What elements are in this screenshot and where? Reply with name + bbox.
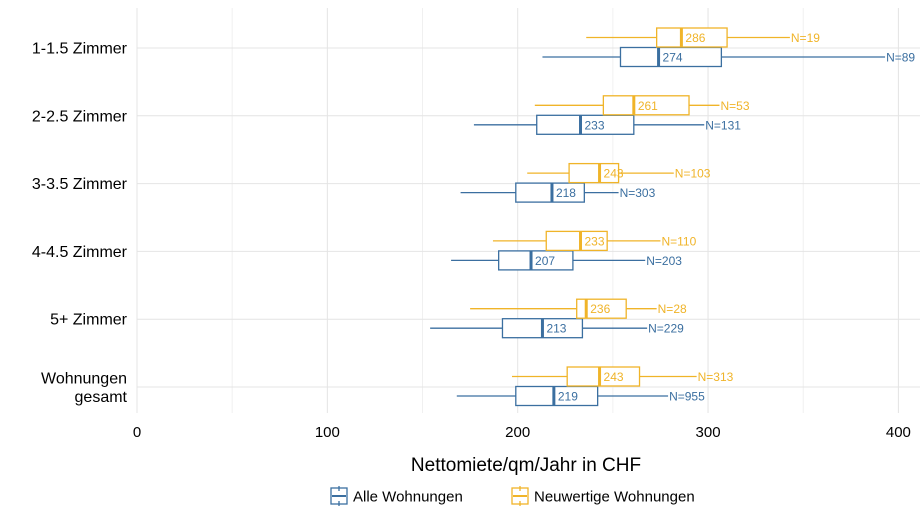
n-label: N=19: [791, 31, 820, 45]
box-iqr: [566, 366, 641, 387]
n-label: N=110: [661, 234, 696, 248]
box-iqr: [536, 114, 635, 135]
category-label: 5+ Zimmer: [50, 312, 128, 329]
n-label: N=303: [620, 186, 656, 200]
n-label: N=103: [675, 167, 711, 181]
plot-background: [137, 8, 920, 413]
legend-item-neuwertige: Neuwertige Wohnungen: [511, 486, 695, 506]
box-neuwertige: [534, 95, 720, 116]
box-alle: [460, 182, 619, 203]
median-label: 286: [685, 31, 705, 45]
n-label: N=203: [646, 254, 682, 268]
category-label-line: 5+ Zimmer: [50, 312, 128, 329]
category-label-line: 3-3.5 Zimmer: [32, 176, 128, 193]
category-label-line: 1-1.5 Zimmer: [32, 41, 128, 58]
box-iqr: [515, 385, 599, 407]
category-label: 1-1.5 Zimmer: [32, 41, 128, 58]
median-label: 233: [585, 118, 605, 132]
n-label: N=89: [886, 51, 915, 65]
box-neuwertige: [527, 162, 674, 184]
n-label: N=229: [648, 322, 684, 336]
median-label: 218: [556, 186, 576, 200]
label-layer: 274 N=89 233 N=131 218 N=303 207 N=203 213 N=229 2…: [535, 31, 915, 404]
category-label-line: gesamt: [75, 389, 128, 406]
median-label: 219: [558, 390, 578, 404]
box-iqr: [545, 230, 608, 252]
box-alle: [451, 250, 646, 271]
box-iqr: [498, 250, 574, 271]
category-label-line: Wohnungen: [41, 370, 127, 387]
legend-label: Alle Wohnungen: [353, 489, 463, 506]
category-label: 4-4.5 Zimmer: [32, 244, 128, 261]
category-label-line: 4-4.5 Zimmer: [32, 244, 128, 261]
median-label: 233: [585, 234, 605, 248]
legend: Alle Wohnungen Neuwertige Wohnungen: [330, 486, 695, 506]
x-axis-label: Nettomiete/qm/Jahr in CHF: [411, 455, 641, 476]
box-iqr: [568, 162, 620, 184]
box-alle: [430, 318, 648, 339]
category-label-line: 2-2.5 Zimmer: [32, 108, 128, 125]
n-label: N=28: [658, 302, 687, 316]
box-layer: [430, 27, 886, 407]
box-neuwertige: [492, 230, 661, 252]
median-label: 243: [604, 370, 624, 384]
n-label: N=131: [705, 118, 741, 132]
n-label: N=313: [698, 370, 734, 384]
axis-layer: 0 100 200 300 400 1-1.5 Zimmer 2-2.5 Zimmer 3-3…: [32, 41, 911, 442]
median-label: 243: [604, 167, 624, 181]
n-label: N=53: [720, 99, 749, 113]
x-tick-label: 0: [133, 424, 141, 441]
legend-label: Neuwertige Wohnungen: [534, 489, 695, 506]
legend-item-alle: Alle Wohnungen: [330, 486, 463, 506]
median-label: 261: [638, 99, 658, 113]
box-neuwertige: [470, 298, 657, 319]
box-iqr: [656, 27, 728, 48]
x-tick-label: 100: [315, 424, 340, 441]
x-tick-label: 300: [696, 424, 721, 441]
median-label: 213: [546, 322, 566, 336]
median-label: 207: [535, 254, 555, 268]
category-label: Wohnungen gesamt: [41, 370, 128, 406]
box-alle: [456, 385, 669, 407]
box-alle: [473, 114, 705, 135]
box-iqr: [576, 298, 627, 319]
category-label: 3-3.5 Zimmer: [32, 176, 128, 193]
box-alle: [542, 46, 886, 68]
x-tick-label: 200: [505, 424, 530, 441]
x-tick-label: 400: [886, 424, 911, 441]
box-iqr: [602, 95, 690, 116]
box-neuwertige: [586, 27, 790, 48]
category-label: 2-2.5 Zimmer: [32, 108, 128, 125]
median-label: 274: [663, 51, 683, 65]
box-neuwertige: [511, 366, 697, 387]
median-label: 236: [590, 302, 610, 316]
grid-layer: [136, 8, 920, 413]
n-label: N=955: [669, 390, 705, 404]
box-iqr: [515, 182, 585, 203]
